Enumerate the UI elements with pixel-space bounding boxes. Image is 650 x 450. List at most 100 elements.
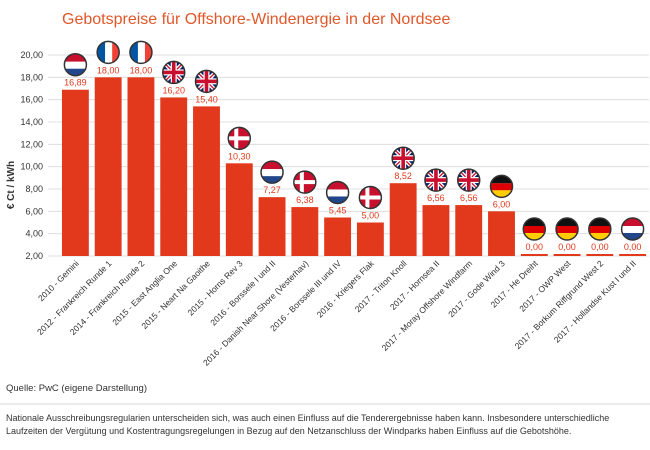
value-label: 0,00 bbox=[526, 242, 544, 252]
bar bbox=[127, 77, 155, 256]
bar bbox=[94, 77, 122, 256]
value-label: 5,00 bbox=[362, 211, 380, 221]
value-label: 0,00 bbox=[624, 242, 642, 252]
flag-body bbox=[621, 218, 644, 240]
flag-icon bbox=[293, 170, 317, 194]
flag-ring bbox=[588, 217, 612, 241]
flag-icon bbox=[391, 146, 415, 170]
flag-body bbox=[97, 41, 120, 64]
bar bbox=[324, 217, 352, 256]
value-label: 18,00 bbox=[130, 65, 153, 75]
flag-icon bbox=[489, 174, 514, 199]
flag-part bbox=[523, 218, 546, 226]
y-tick-label: 20,00 bbox=[20, 50, 43, 60]
value-label: 10,30 bbox=[228, 151, 251, 161]
flag-ring bbox=[260, 160, 284, 184]
value-label: 6,00 bbox=[493, 199, 511, 209]
flag-part bbox=[523, 226, 546, 233]
flag-part bbox=[64, 61, 87, 69]
flag-part bbox=[326, 181, 349, 190]
bar bbox=[619, 254, 647, 256]
value-label: 8,52 bbox=[394, 171, 412, 181]
flag-icon bbox=[260, 160, 284, 184]
y-tick-label: 8,00 bbox=[25, 184, 43, 194]
flag-body bbox=[293, 171, 316, 194]
value-label: 7,27 bbox=[263, 185, 281, 195]
flag-icon bbox=[588, 217, 612, 241]
bar bbox=[258, 197, 286, 256]
flag-part bbox=[137, 41, 145, 64]
flag-part bbox=[588, 218, 611, 226]
x-tick-label: 2016 - Kriegers Flak bbox=[315, 258, 377, 320]
bar bbox=[520, 254, 548, 256]
flag-part bbox=[401, 147, 405, 170]
flag-ring bbox=[63, 52, 88, 77]
flag-part bbox=[556, 218, 579, 226]
flag-part bbox=[261, 169, 284, 177]
y-tick-label: 18,00 bbox=[20, 72, 43, 82]
flag-icon bbox=[358, 185, 383, 210]
flag-part bbox=[556, 233, 579, 240]
flag-ring bbox=[620, 217, 645, 241]
flag-part bbox=[293, 180, 316, 185]
flag-ring bbox=[96, 40, 120, 65]
flag-ring bbox=[325, 180, 350, 205]
flag-ring bbox=[456, 168, 481, 192]
bar bbox=[553, 254, 581, 256]
flag-part bbox=[105, 41, 113, 64]
flag-part bbox=[434, 169, 438, 192]
flag-part bbox=[64, 68, 87, 76]
x-tick-label: 2015 - Horns Rev 3 bbox=[186, 258, 245, 317]
flag-body bbox=[228, 127, 251, 150]
flag-part bbox=[129, 41, 138, 64]
flag-part bbox=[64, 53, 87, 62]
flag-ring bbox=[293, 170, 317, 194]
bar bbox=[291, 207, 319, 256]
y-axis-label: € Ct / kWh bbox=[6, 161, 17, 209]
flag-part bbox=[326, 189, 349, 197]
flag-ring bbox=[194, 69, 219, 94]
flag-part bbox=[171, 61, 176, 84]
flag-part bbox=[261, 176, 284, 184]
flag-ring bbox=[522, 217, 547, 241]
bar bbox=[389, 183, 417, 256]
flag-icon bbox=[194, 69, 219, 94]
y-tick-label: 12,00 bbox=[20, 139, 43, 149]
y-tick-label: 16,00 bbox=[20, 95, 43, 105]
source: Quelle: PwC (eigene Darstellung) bbox=[6, 383, 147, 394]
y-tick-label: 2,00 bbox=[25, 251, 43, 261]
flag-part bbox=[144, 41, 152, 64]
flag-icon bbox=[424, 168, 448, 192]
flag-part bbox=[359, 195, 382, 200]
flag-body bbox=[64, 53, 87, 76]
flag-icon bbox=[227, 126, 252, 151]
flag-part bbox=[588, 226, 611, 233]
x-tick-label: 2017 - Gode Wind 3 bbox=[446, 258, 507, 319]
flag-icon bbox=[522, 217, 547, 241]
y-tick-label: 6,00 bbox=[25, 206, 43, 216]
value-label: 6,56 bbox=[460, 193, 478, 203]
bar bbox=[488, 211, 515, 256]
flag-body bbox=[359, 186, 382, 209]
flag-body bbox=[556, 218, 579, 240]
value-label: 15,40 bbox=[195, 94, 218, 104]
flag-body bbox=[326, 181, 349, 204]
flag-ring bbox=[555, 217, 579, 241]
value-label: 16,89 bbox=[64, 78, 87, 88]
flag-part bbox=[261, 161, 284, 170]
flag-icon bbox=[96, 40, 120, 65]
flag-icon bbox=[129, 40, 153, 65]
x-tick-label: 2016 - Borssele I und II bbox=[208, 258, 277, 327]
y-tick-label: 4,00 bbox=[25, 229, 43, 239]
bar bbox=[61, 89, 89, 256]
value-label: 16,20 bbox=[162, 85, 185, 95]
flag-icon bbox=[456, 168, 481, 192]
flag-ring bbox=[227, 126, 252, 151]
bar bbox=[193, 106, 220, 256]
flag-part bbox=[326, 196, 349, 204]
flag-part bbox=[228, 136, 251, 141]
y-tick-label: 10,00 bbox=[20, 162, 43, 172]
flag-part bbox=[490, 175, 513, 184]
chart-title: Gebotspreise für Offshore-Windenergie in… bbox=[62, 11, 450, 28]
bar bbox=[422, 205, 450, 256]
